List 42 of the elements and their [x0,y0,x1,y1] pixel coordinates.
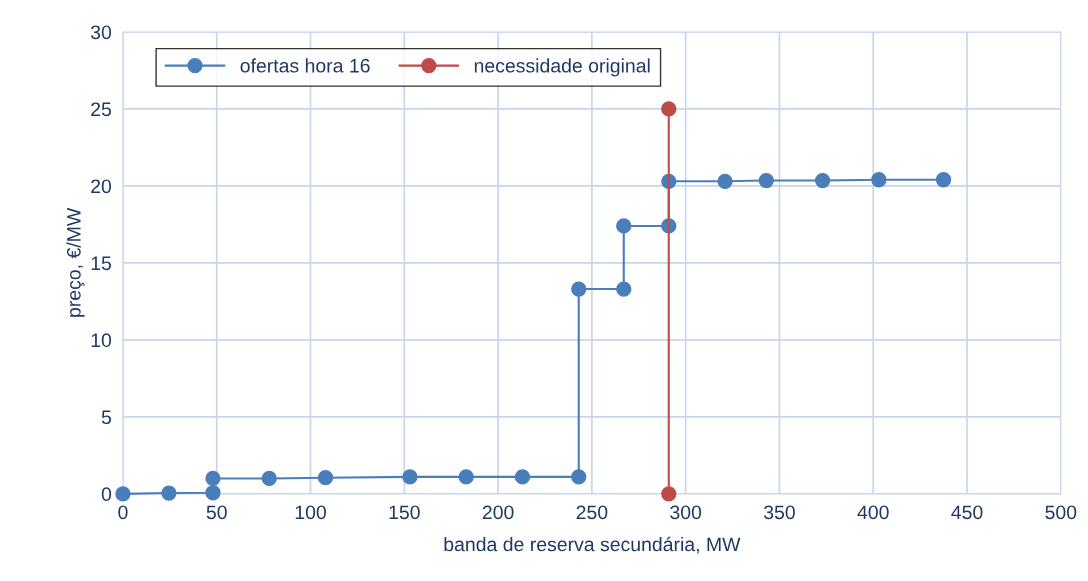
x-tick-label: 250 [576,505,608,520]
x-tick-label: 500 [1045,505,1077,520]
point [205,485,221,501]
y-tick-label: 30 [90,25,112,40]
point [205,470,221,487]
point [661,101,677,117]
x-tick-label: 300 [670,505,702,520]
x-tick-label: 50 [206,505,227,520]
point [661,486,677,502]
y-axis-title: preço, €/MW [66,207,85,317]
point [616,281,632,297]
point [261,470,277,487]
legend-label: necessidade original [474,58,650,77]
x-tick-label: 0 [118,505,128,520]
point [758,172,774,189]
point [871,172,887,188]
y-tick-label: 20 [91,179,112,194]
y-tick-label: 5 [101,410,112,425]
point [814,172,831,189]
y-tick-label: 15 [91,256,112,271]
x-tick-label: 150 [389,505,420,520]
point [935,172,952,188]
x-tick-label: 400 [857,505,889,520]
y-tick-label: 10 [91,333,112,348]
x-tick-label: 200 [482,505,514,520]
point [616,218,632,234]
point [717,173,733,189]
point [402,469,418,485]
point [161,485,177,501]
point [571,281,587,297]
point [571,469,587,485]
x-axis-title: banda de reserva secundária, MW [444,536,741,554]
y-tick-label: 0 [101,487,112,502]
y-tick-label: 25 [91,102,112,117]
point [115,486,131,502]
point [514,469,531,485]
x-tick-label: 100 [295,505,326,520]
legend-label: ofertas hora 16 [240,58,370,73]
x-tick-label: 450 [951,505,983,520]
x-tick-label: 350 [763,505,795,520]
point [458,469,474,485]
point [317,470,334,486]
